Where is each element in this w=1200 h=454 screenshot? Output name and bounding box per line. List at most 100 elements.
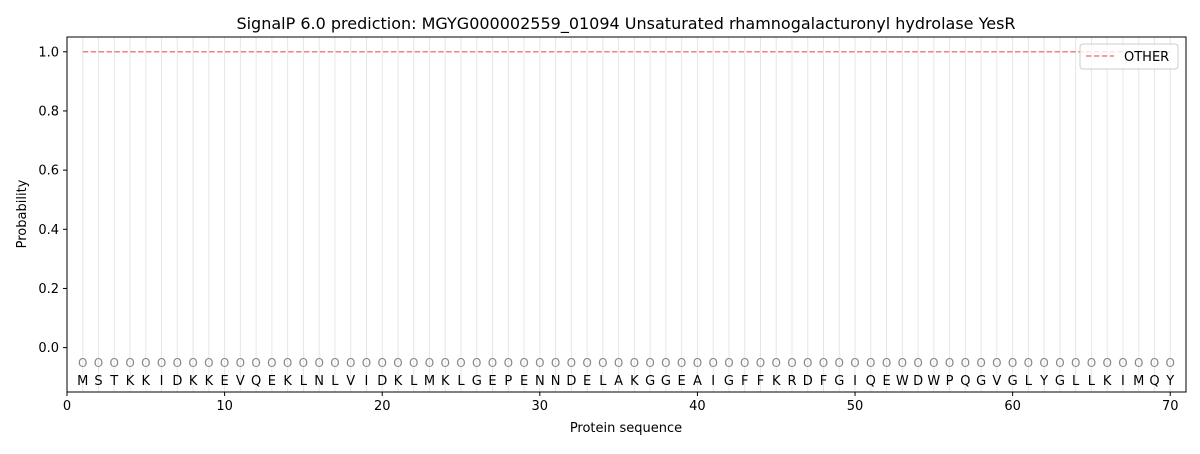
residue-label: M <box>77 374 88 389</box>
label-marker: O <box>1087 356 1096 370</box>
label-marker: O <box>976 356 985 370</box>
label-marker: O <box>630 356 639 370</box>
y-tick-label: 0.4 <box>38 223 59 238</box>
residue-label: Y <box>1165 374 1174 389</box>
residue-label: D <box>377 374 387 389</box>
label-marker: O <box>1024 356 1033 370</box>
label-marker: O <box>125 356 134 370</box>
label-marker: O <box>1150 356 1159 370</box>
label-marker: O <box>441 356 450 370</box>
label-marker: O <box>645 356 654 370</box>
residue-label: F <box>820 374 827 389</box>
label-marker: O <box>362 356 371 370</box>
label-marker: O <box>330 356 339 370</box>
label-marker: O <box>740 356 749 370</box>
y-tick-label: 0.6 <box>38 164 59 179</box>
label-marker: O <box>598 356 607 370</box>
label-marker: O <box>819 356 828 370</box>
x-tick-label: 60 <box>1004 399 1021 414</box>
label-marker: O <box>377 356 386 370</box>
residue-label: F <box>741 374 748 389</box>
residue-label: K <box>126 374 135 389</box>
label-marker: O <box>677 356 686 370</box>
residue-label: L <box>457 374 465 389</box>
residue-label: K <box>772 374 781 389</box>
x-tick-label: 70 <box>1162 399 1179 414</box>
residue-label: E <box>520 374 528 389</box>
residue-label: E <box>583 374 591 389</box>
residue-label: Q <box>866 374 876 389</box>
residue-label: G <box>724 374 734 389</box>
label-marker: O <box>835 356 844 370</box>
label-marker: O <box>94 356 103 370</box>
residue-label: L <box>410 374 418 389</box>
label-marker: O <box>1008 356 1017 370</box>
label-marker: O <box>898 356 907 370</box>
legend-label-other: OTHER <box>1124 50 1169 65</box>
label-marker: O <box>141 356 150 370</box>
plot-frame <box>66 36 1187 393</box>
label-marker: O <box>787 356 796 370</box>
label-marker: O <box>110 356 119 370</box>
label-marker: O <box>251 356 260 370</box>
residue-label: V <box>992 374 1001 389</box>
residue-label: K <box>283 374 292 389</box>
residue-label: P <box>946 374 954 389</box>
label-marker: O <box>992 356 1001 370</box>
label-marker: O <box>1071 356 1080 370</box>
residue-label: K <box>630 374 639 389</box>
residue-label: E <box>488 374 496 389</box>
residue-label: K <box>394 374 403 389</box>
label-marker: O <box>346 356 355 370</box>
label-marker: O <box>314 356 323 370</box>
residue-label: I <box>160 374 164 389</box>
label-marker: O <box>582 356 591 370</box>
residue-label: N <box>551 374 561 389</box>
residue-label: G <box>645 374 655 389</box>
residue-label: W <box>896 374 909 389</box>
x-axis-label: Protein sequence <box>570 421 682 436</box>
residue-label: M <box>1133 374 1144 389</box>
residue-label: D <box>803 374 813 389</box>
residue-label: W <box>927 374 940 389</box>
label-marker: O <box>204 356 213 370</box>
residue-label: V <box>236 374 245 389</box>
label-marker: O <box>456 356 465 370</box>
residue-label: Y <box>1039 374 1048 389</box>
label-marker: O <box>472 356 481 370</box>
label-marker: O <box>945 356 954 370</box>
residue-label: F <box>757 374 764 389</box>
y-axis-label: Probability <box>15 179 30 248</box>
residue-label: R <box>787 374 796 389</box>
label-marker: O <box>236 356 245 370</box>
residue-label: D <box>913 374 923 389</box>
residue-label: E <box>220 374 228 389</box>
label-marker: O <box>756 356 765 370</box>
label-marker: O <box>1134 356 1143 370</box>
label-marker: O <box>299 356 308 370</box>
residue-label: E <box>268 374 276 389</box>
legend: OTHER <box>1079 43 1179 70</box>
label-marker: O <box>283 356 292 370</box>
x-tick-label: 10 <box>216 399 233 414</box>
label-marker: O <box>78 356 87 370</box>
residue-label: G <box>1055 374 1065 389</box>
residue-label: L <box>599 374 607 389</box>
label-marker: O <box>929 356 938 370</box>
residue-label: G <box>661 374 671 389</box>
label-marker: O <box>1118 356 1127 370</box>
residue-label: Q <box>960 374 970 389</box>
residue-label: K <box>205 374 214 389</box>
residue-label: K <box>1103 374 1112 389</box>
label-marker: O <box>803 356 812 370</box>
label-marker: O <box>913 356 922 370</box>
y-tick-label: 0.2 <box>38 282 59 297</box>
x-tick-label: 30 <box>532 399 549 414</box>
residue-label: L <box>1072 374 1080 389</box>
residue-label: M <box>424 374 435 389</box>
label-marker: O <box>1166 356 1175 370</box>
x-tick-label: 0 <box>63 399 71 414</box>
residue-label: K <box>441 374 450 389</box>
residue-label: E <box>882 374 890 389</box>
label-marker: O <box>157 356 166 370</box>
